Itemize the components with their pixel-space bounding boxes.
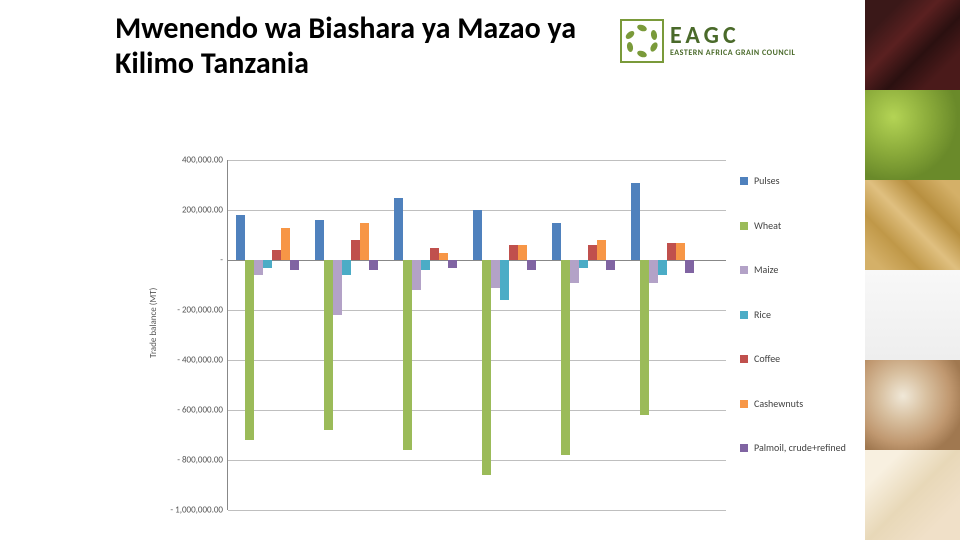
legend-label: Maize [754,264,778,276]
bar [403,260,412,450]
grid-line [228,410,726,411]
bar [606,260,615,270]
crop-image-rice [865,270,960,360]
grid-line [228,310,726,311]
bar [448,260,457,268]
eagc-logo: EAGC EASTERN AFRICA GRAIN COUNCIL [620,18,840,64]
bar [561,260,570,455]
bar [676,243,685,261]
crop-image-beans [865,0,960,90]
bar [640,260,649,415]
legend-item: Pulses [740,175,850,187]
legend-label: Pulses [754,175,780,187]
crop-image-cashew [865,450,960,540]
plot-area [227,160,725,510]
slide-title: Mwenendo wa Biashara ya Mazao ya Kilimo … [115,12,585,81]
y-tick-label: - [220,255,223,266]
bar [342,260,351,275]
y-tick-labels: 400,000.00200,000.00-- 200,000.00- 400,0… [165,160,227,510]
eagc-logo-mark [620,19,664,63]
legend-label: Palmoil, crude+refined [754,442,846,454]
bar [360,223,369,261]
bar [333,260,342,315]
bar [473,210,482,260]
legend-label: Rice [754,309,771,321]
bar [658,260,667,275]
bar [588,245,597,260]
bar [369,260,378,270]
legend-swatch [740,311,748,319]
legend-swatch [740,355,748,363]
bar [430,248,439,261]
y-tick-label: 200,000.00 [182,205,223,216]
legend-item: Palmoil, crude+refined [740,442,850,454]
bar [439,253,448,261]
bar [315,220,324,260]
bar [236,215,245,260]
legend-label: Coffee [754,353,780,365]
bar [552,223,561,261]
legend: Pulses Wheat Maize Rice Coffee Cashewnuts Palm… [740,175,850,487]
eagc-logo-full: EASTERN AFRICA GRAIN COUNCIL [670,48,795,58]
legend-item: Cashewnuts [740,398,850,410]
eagc-logo-acronym: EAGC [670,24,795,48]
bar [421,260,430,270]
bar [482,260,491,475]
bar [597,240,606,260]
legend-swatch [740,400,748,408]
grid-line [228,360,726,361]
bar [667,243,676,261]
legend-swatch [740,266,748,274]
legend-label: Cashewnuts [754,398,803,410]
y-tick-label: - 200,000.00 [177,305,223,316]
bar [412,260,421,290]
bar [254,260,263,275]
y-axis-title: Trade balance (MT) [148,288,159,358]
crop-image-peas [865,90,960,180]
y-tick-label: - 600,000.00 [177,405,223,416]
crop-image-wheat [865,180,960,270]
y-tick-label: - 1,000,000.00 [170,505,223,516]
crop-image-groundnut [865,360,960,450]
slide-root: Mwenendo wa Biashara ya Mazao ya Kilimo … [0,0,960,540]
bar [263,260,272,268]
y-tick-label: - 800,000.00 [177,455,223,466]
bar [631,183,640,261]
bar [351,240,360,260]
bar [324,260,333,430]
bar [685,260,694,273]
grid-line [228,460,726,461]
bar [649,260,658,283]
legend-swatch [740,444,748,452]
bar [290,260,299,270]
y-tick-label: 400,000.00 [182,155,223,166]
bar [394,198,403,261]
grid-line [228,160,726,161]
eagc-logo-text: EAGC EASTERN AFRICA GRAIN COUNCIL [670,24,795,58]
legend-item: Wheat [740,220,850,232]
bar [500,260,509,300]
legend-item: Coffee [740,353,850,365]
grid-line [228,510,726,511]
bar [509,245,518,260]
bar [281,228,290,261]
chart: 400,000.00200,000.00-- 200,000.00- 400,0… [165,160,725,540]
bar [491,260,500,288]
bar [527,260,536,270]
leaf-ring-icon [624,23,660,59]
y-tick-label: - 400,000.00 [177,355,223,366]
bar [272,250,281,260]
legend-swatch [740,222,748,230]
bar [570,260,579,283]
bar [518,245,527,260]
legend-item: Maize [740,264,850,276]
bar [579,260,588,268]
crop-image-sidebar [865,0,960,540]
legend-swatch [740,177,748,185]
bar [245,260,254,440]
legend-item: Rice [740,309,850,321]
legend-label: Wheat [754,220,781,232]
